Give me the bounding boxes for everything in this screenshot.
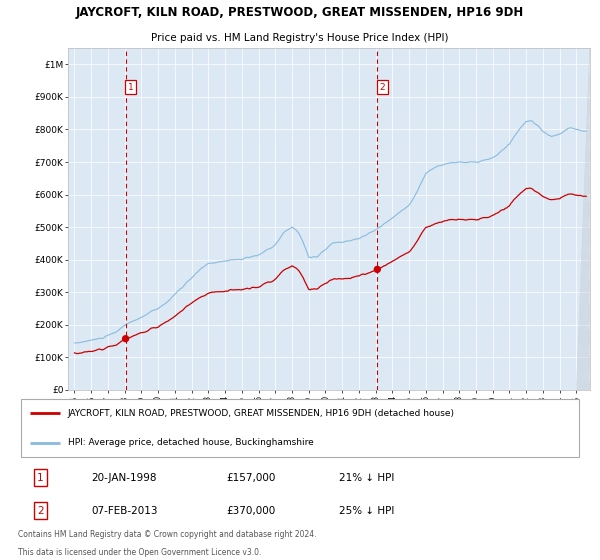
Text: Price paid vs. HM Land Registry's House Price Index (HPI): Price paid vs. HM Land Registry's House … xyxy=(151,32,449,43)
Text: This data is licensed under the Open Government Licence v3.0.: This data is licensed under the Open Gov… xyxy=(18,548,262,557)
Text: £370,000: £370,000 xyxy=(227,506,276,516)
Text: 2: 2 xyxy=(380,83,385,92)
Text: 20-JAN-1998: 20-JAN-1998 xyxy=(91,473,157,483)
Text: 1: 1 xyxy=(128,83,133,92)
Text: 1: 1 xyxy=(37,473,44,483)
Text: HPI: Average price, detached house, Buckinghamshire: HPI: Average price, detached house, Buck… xyxy=(68,438,313,447)
Text: £157,000: £157,000 xyxy=(227,473,276,483)
Text: JAYCROFT, KILN ROAD, PRESTWOOD, GREAT MISSENDEN, HP16 9DH: JAYCROFT, KILN ROAD, PRESTWOOD, GREAT MI… xyxy=(76,6,524,18)
Text: 2: 2 xyxy=(37,506,44,516)
Point xyxy=(121,334,130,343)
Text: 25% ↓ HPI: 25% ↓ HPI xyxy=(340,506,395,516)
Text: JAYCROFT, KILN ROAD, PRESTWOOD, GREAT MISSENDEN, HP16 9DH (detached house): JAYCROFT, KILN ROAD, PRESTWOOD, GREAT MI… xyxy=(68,409,455,418)
Text: 21% ↓ HPI: 21% ↓ HPI xyxy=(340,473,395,483)
Text: Contains HM Land Registry data © Crown copyright and database right 2024.: Contains HM Land Registry data © Crown c… xyxy=(18,530,317,539)
FancyBboxPatch shape xyxy=(21,399,579,457)
Point xyxy=(373,265,382,274)
Text: 07-FEB-2013: 07-FEB-2013 xyxy=(91,506,158,516)
